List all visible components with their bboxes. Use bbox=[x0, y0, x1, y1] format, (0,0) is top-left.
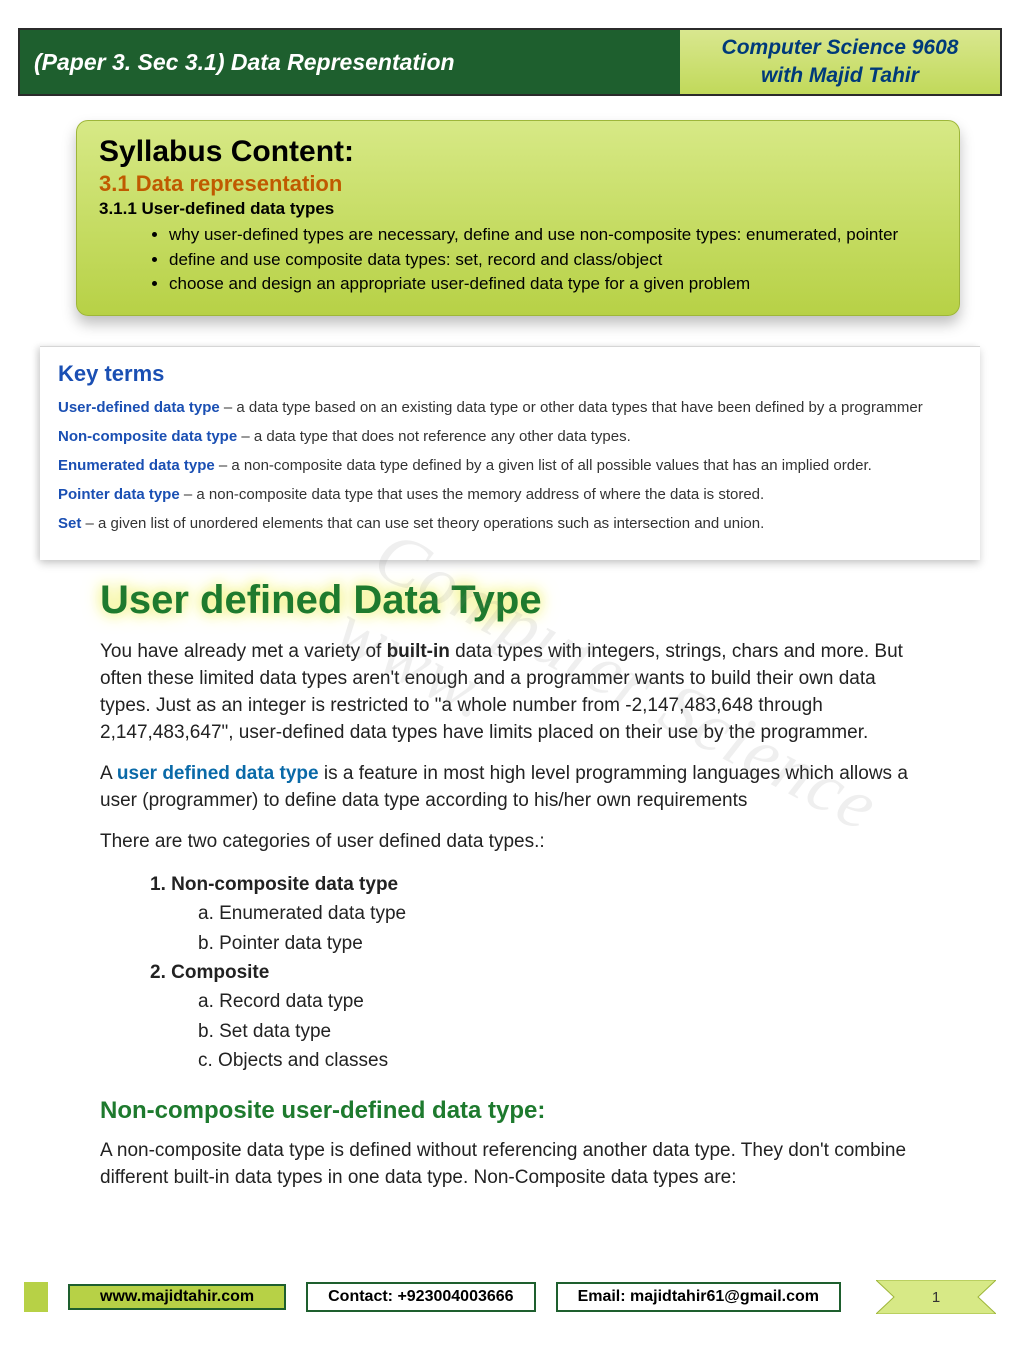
syllabus-bullet: define and use composite data types: set… bbox=[169, 248, 937, 273]
term-highlight: user defined data type bbox=[117, 763, 319, 784]
footer-contact: Contact: +923004003666 bbox=[306, 1282, 535, 1312]
syllabus-panel: Syllabus Content: 3.1 Data representatio… bbox=[76, 120, 960, 316]
syllabus-title: Syllabus Content: bbox=[99, 135, 937, 169]
key-term-name: User-defined data type bbox=[58, 399, 220, 416]
header-right-box: Computer Science 9608 with Majid Tahir bbox=[680, 30, 1000, 94]
paragraph: A user defined data type is a feature in… bbox=[100, 761, 930, 815]
paragraph: A non-composite data type is defined wit… bbox=[100, 1138, 930, 1192]
paragraph: There are two categories of user defined… bbox=[100, 829, 930, 856]
key-term-def: – a data type that does not reference an… bbox=[237, 428, 631, 445]
list-subitem: b. Set data type bbox=[198, 1017, 930, 1046]
key-term-name: Non-composite data type bbox=[58, 428, 237, 445]
syllabus-bullet: why user-defined types are necessary, de… bbox=[169, 223, 937, 248]
footer-accent bbox=[24, 1282, 48, 1312]
key-term-row: Pointer data type – a non-composite data… bbox=[58, 484, 962, 505]
footer-website-box: www.majidtahir.com bbox=[68, 1284, 286, 1310]
list-subitem: b. Pointer data type bbox=[198, 929, 930, 958]
page-number-ribbon: 1 bbox=[876, 1280, 996, 1314]
list-subitem: a. Enumerated data type bbox=[198, 899, 930, 928]
header-left-title: (Paper 3. Sec 3.1) Data Representation bbox=[20, 30, 680, 94]
list-subitem: c. Objects and classes bbox=[198, 1046, 930, 1075]
footer-website: www.majidtahir.com bbox=[80, 1284, 274, 1309]
key-term-name: Set bbox=[58, 515, 81, 532]
list-item: 1. Non-composite data type bbox=[150, 870, 930, 899]
key-terms-panel: Key terms User-defined data type – a dat… bbox=[40, 346, 980, 560]
syllabus-bullets: why user-defined types are necessary, de… bbox=[169, 223, 937, 297]
header-course: Computer Science 9608 bbox=[722, 34, 959, 62]
key-term-name: Pointer data type bbox=[58, 486, 180, 503]
section-subheading: Non-composite user-defined data type: bbox=[100, 1094, 930, 1128]
key-term-row: Non-composite data type – a data type th… bbox=[58, 426, 962, 447]
key-terms-heading: Key terms bbox=[58, 361, 962, 387]
key-term-def: – a data type based on an existing data … bbox=[220, 399, 923, 416]
syllabus-subsub: 3.1.1 User-defined data types bbox=[99, 199, 937, 219]
key-term-row: Set – a given list of unordered elements… bbox=[58, 513, 962, 534]
key-term-row: User-defined data type – a data type bas… bbox=[58, 397, 962, 418]
content-body: You have already met a variety of built-… bbox=[100, 639, 930, 1192]
key-term-row: Enumerated data type – a non-composite d… bbox=[58, 455, 962, 476]
syllabus-subtitle: 3.1 Data representation bbox=[99, 171, 937, 197]
page-number: 1 bbox=[932, 1289, 940, 1306]
key-term-name: Enumerated data type bbox=[58, 457, 215, 474]
page-header: (Paper 3. Sec 3.1) Data Representation C… bbox=[18, 28, 1002, 96]
category-list: 1. Non-composite data type a. Enumerated… bbox=[150, 870, 930, 1076]
list-item: 2. Composite bbox=[150, 958, 930, 987]
key-term-def: – a non-composite data type defined by a… bbox=[215, 457, 872, 474]
page-footer: www.majidtahir.com Contact: +92300400366… bbox=[0, 1280, 1020, 1314]
main-heading: User defined Data Type bbox=[100, 578, 1020, 623]
key-term-def: – a non-composite data type that uses th… bbox=[180, 486, 765, 503]
syllabus-bullet: choose and design an appropriate user-de… bbox=[169, 272, 937, 297]
key-term-def: – a given list of unordered elements tha… bbox=[81, 515, 764, 532]
list-subitem: a. Record data type bbox=[198, 987, 930, 1016]
header-author: with Majid Tahir bbox=[761, 62, 919, 90]
paragraph: You have already met a variety of built-… bbox=[100, 639, 930, 747]
footer-email: Email: majidtahir61@gmail.com bbox=[556, 1282, 841, 1312]
